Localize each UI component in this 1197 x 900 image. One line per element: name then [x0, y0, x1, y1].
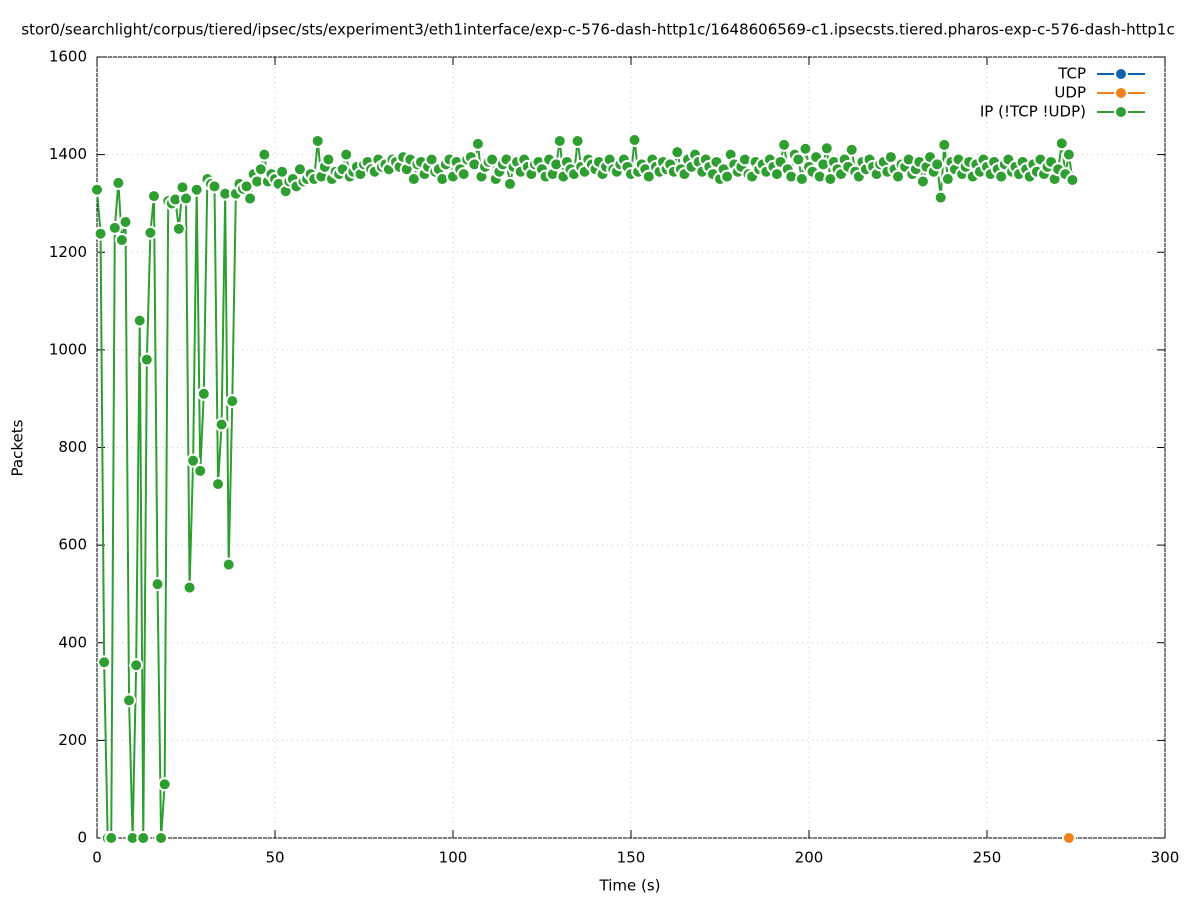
series-line — [96, 139, 1074, 839]
data-point — [1061, 831, 1076, 845]
data-point — [196, 386, 211, 401]
data-point — [136, 831, 151, 845]
x-tick-label: 200 — [795, 849, 824, 867]
data-point — [1065, 173, 1080, 188]
data-point — [424, 152, 439, 167]
data-point — [114, 233, 129, 248]
legend-label: UDP — [1054, 84, 1086, 102]
data-point — [146, 189, 161, 204]
y-tick-label: 1000 — [49, 340, 87, 358]
data-point — [933, 190, 948, 205]
x-axis-label: Time (s) — [599, 877, 661, 895]
data-point — [502, 176, 517, 191]
data-point — [171, 221, 186, 236]
data-point — [470, 136, 485, 151]
x-tick-label: 0 — [92, 849, 102, 867]
data-point — [111, 175, 126, 190]
data-point — [139, 352, 154, 367]
x-tick-label: 300 — [1151, 849, 1180, 867]
data-point — [275, 164, 290, 179]
legend-swatch — [1114, 67, 1128, 81]
data-point — [207, 179, 222, 194]
x-tick-label: 50 — [265, 849, 284, 867]
y-axis-label: Packets — [9, 419, 27, 476]
data-point — [339, 147, 354, 162]
data-point — [118, 214, 133, 229]
data-point — [104, 831, 119, 845]
data-point — [211, 477, 226, 492]
data-point — [791, 152, 806, 167]
data-point — [777, 137, 792, 152]
data-point — [97, 655, 112, 670]
y-tick-label: 1600 — [49, 48, 87, 66]
chart-title: stor0/searchlight/corpus/tiered/ipsec/st… — [21, 21, 1174, 39]
data-point — [321, 152, 336, 167]
data-point — [930, 157, 945, 172]
y-tick-label: 0 — [77, 829, 87, 847]
data-point — [150, 577, 165, 592]
data-point — [670, 145, 685, 160]
data-point — [186, 453, 201, 468]
data-point — [940, 172, 955, 187]
legend-label: TCP — [1057, 65, 1086, 83]
data-point — [891, 169, 905, 184]
data-point — [182, 580, 197, 595]
data-point — [193, 463, 208, 478]
data-point — [937, 137, 952, 152]
data-point — [844, 142, 859, 157]
data-point — [243, 191, 258, 206]
y-tick-label: 1400 — [49, 145, 87, 163]
data-point — [915, 174, 930, 189]
data-point — [552, 133, 567, 148]
data-point — [93, 226, 108, 241]
data-point — [179, 191, 193, 206]
data-point — [221, 557, 236, 572]
y-tick-label: 1200 — [49, 243, 87, 261]
x-tick-label: 150 — [617, 849, 646, 867]
y-tick-label: 600 — [58, 536, 87, 554]
data-point — [883, 150, 898, 165]
data-point — [122, 693, 137, 708]
data-point — [798, 141, 813, 156]
data-point — [570, 133, 585, 148]
data-point — [175, 180, 190, 195]
x-tick-label: 100 — [439, 849, 468, 867]
y-tick-label: 200 — [58, 731, 87, 749]
data-point — [819, 141, 834, 156]
data-point — [90, 182, 104, 197]
data-point — [1061, 147, 1076, 162]
data-point — [214, 417, 229, 432]
data-point — [157, 777, 172, 792]
data-point — [1054, 136, 1069, 151]
y-tick-label: 400 — [58, 633, 87, 651]
legend-label: IP (!TCP !UDP) — [980, 103, 1086, 121]
data-point — [310, 133, 325, 148]
data-point — [129, 658, 144, 673]
y-tick-label: 800 — [58, 438, 87, 456]
data-point — [456, 167, 471, 182]
x-tick-label: 250 — [973, 849, 1002, 867]
legend-swatch — [1114, 86, 1128, 100]
data-point — [107, 220, 122, 235]
data-point — [132, 313, 147, 328]
data-point — [225, 394, 240, 409]
data-point — [154, 831, 169, 845]
data-point — [257, 147, 272, 162]
data-point — [794, 172, 809, 187]
legend-swatch — [1114, 105, 1128, 119]
data-point — [627, 132, 642, 147]
data-point — [189, 182, 204, 197]
data-point — [143, 225, 158, 240]
